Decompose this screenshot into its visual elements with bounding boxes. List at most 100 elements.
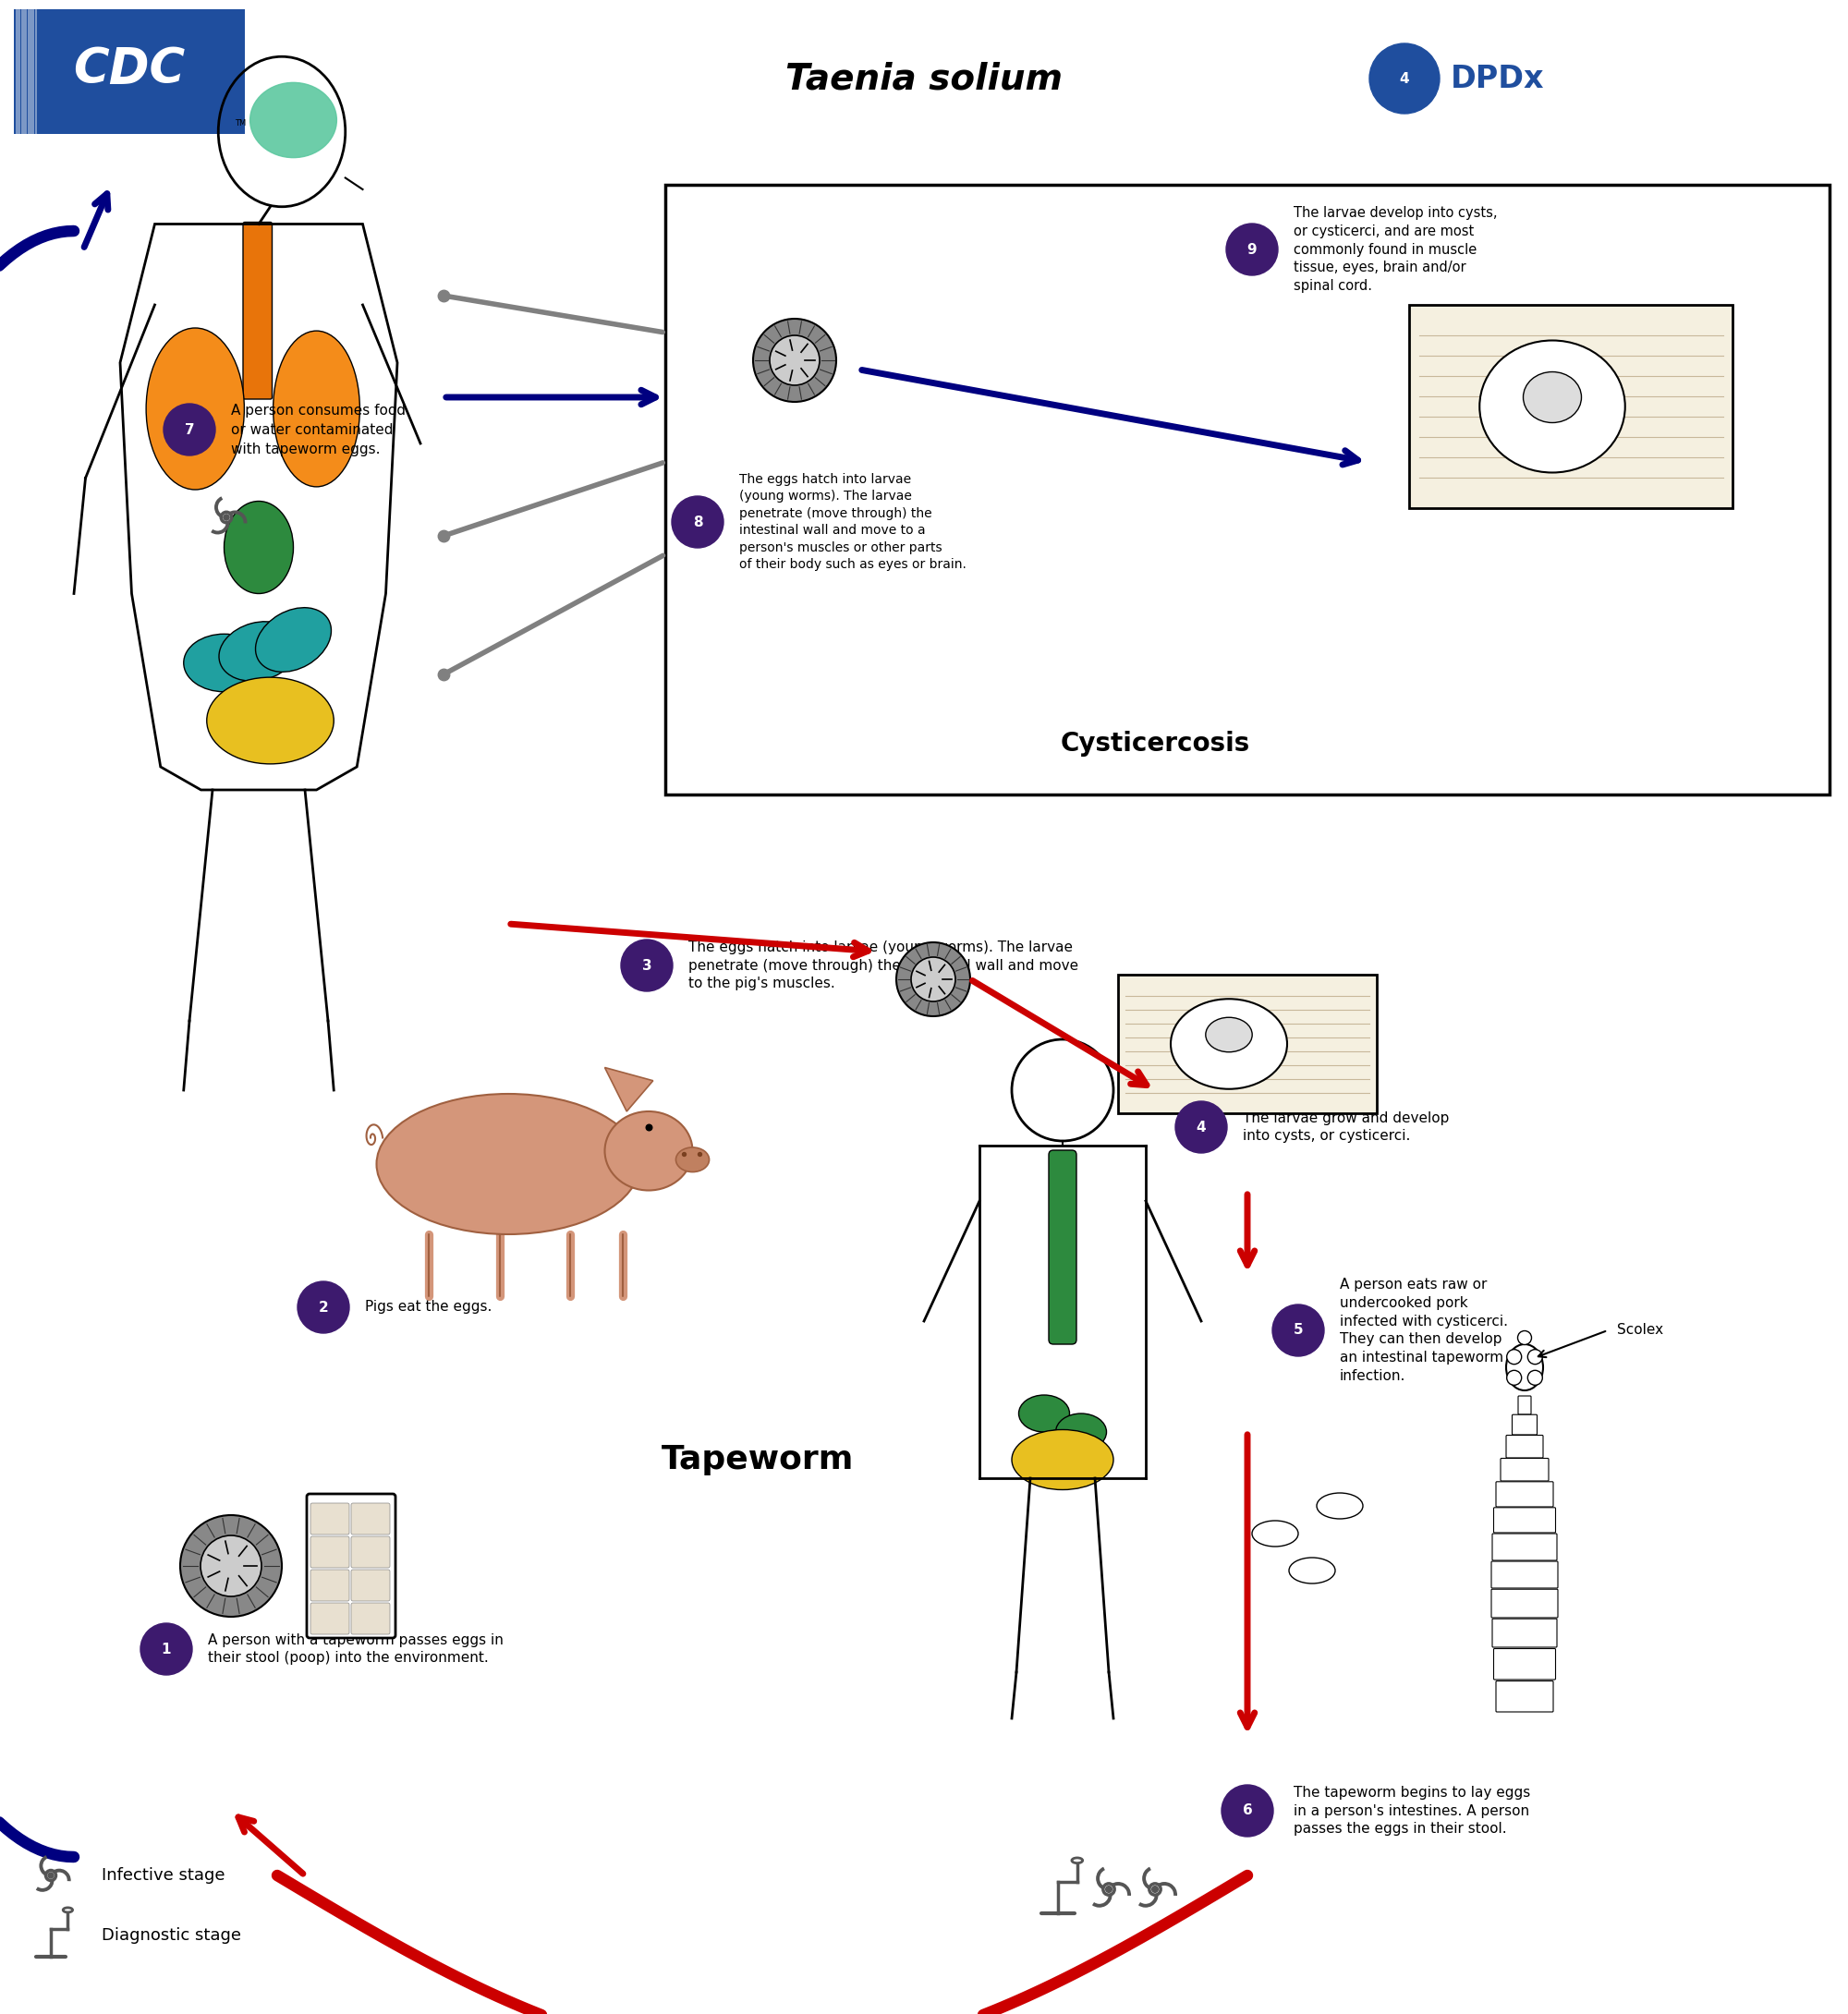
Circle shape xyxy=(754,318,835,403)
Ellipse shape xyxy=(604,1112,693,1190)
Ellipse shape xyxy=(1253,1521,1297,1547)
Circle shape xyxy=(222,512,231,524)
Ellipse shape xyxy=(1055,1414,1107,1450)
Circle shape xyxy=(1222,1784,1273,1837)
Circle shape xyxy=(1227,224,1279,276)
FancyBboxPatch shape xyxy=(310,1537,349,1567)
Ellipse shape xyxy=(377,1094,639,1235)
Text: A person consumes food
or water contaminated
with tapeworm eggs.: A person consumes food or water contamin… xyxy=(231,403,407,455)
FancyBboxPatch shape xyxy=(1519,1396,1530,1414)
Circle shape xyxy=(1271,1305,1323,1355)
Ellipse shape xyxy=(255,608,331,673)
Circle shape xyxy=(673,495,724,548)
Ellipse shape xyxy=(183,634,264,691)
Text: Diagnostic stage: Diagnostic stage xyxy=(102,1927,240,1944)
Circle shape xyxy=(911,957,955,1001)
FancyBboxPatch shape xyxy=(1495,1682,1552,1712)
Text: DPDx: DPDx xyxy=(1451,62,1545,95)
FancyBboxPatch shape xyxy=(310,1603,349,1633)
Text: 4: 4 xyxy=(1399,73,1410,85)
Circle shape xyxy=(1506,1370,1521,1386)
Ellipse shape xyxy=(1172,999,1286,1090)
Ellipse shape xyxy=(676,1148,710,1172)
Circle shape xyxy=(200,1535,262,1597)
FancyBboxPatch shape xyxy=(1501,1458,1549,1480)
Ellipse shape xyxy=(274,330,360,487)
Circle shape xyxy=(224,514,229,520)
Ellipse shape xyxy=(146,328,244,489)
Circle shape xyxy=(140,1623,192,1676)
Text: Tapeworm: Tapeworm xyxy=(662,1444,854,1476)
Circle shape xyxy=(181,1515,281,1617)
FancyBboxPatch shape xyxy=(351,1569,390,1601)
Circle shape xyxy=(1175,1102,1227,1152)
Text: 2: 2 xyxy=(318,1301,329,1315)
Ellipse shape xyxy=(207,677,334,763)
Ellipse shape xyxy=(1018,1396,1070,1432)
Text: 9: 9 xyxy=(1247,242,1257,256)
Ellipse shape xyxy=(249,83,336,157)
Circle shape xyxy=(896,943,970,1017)
Circle shape xyxy=(1151,1887,1159,1893)
Ellipse shape xyxy=(218,622,299,681)
Text: Cysticercosis: Cysticercosis xyxy=(1061,731,1249,757)
FancyBboxPatch shape xyxy=(1491,1533,1556,1561)
FancyBboxPatch shape xyxy=(1491,1561,1558,1589)
FancyBboxPatch shape xyxy=(15,10,244,135)
Text: 1: 1 xyxy=(161,1641,172,1656)
Bar xyxy=(1118,975,1377,1114)
Circle shape xyxy=(1528,1370,1543,1386)
FancyBboxPatch shape xyxy=(310,1502,349,1535)
Text: The larvae grow and develop
into cysts, or cysticerci.: The larvae grow and develop into cysts, … xyxy=(1242,1112,1449,1144)
FancyBboxPatch shape xyxy=(1491,1619,1556,1647)
Ellipse shape xyxy=(1480,340,1624,473)
Text: 7: 7 xyxy=(185,423,194,437)
Ellipse shape xyxy=(1523,373,1582,423)
FancyBboxPatch shape xyxy=(351,1537,390,1567)
Circle shape xyxy=(1103,1883,1114,1895)
Ellipse shape xyxy=(1072,1857,1083,1863)
FancyBboxPatch shape xyxy=(1493,1508,1556,1533)
FancyBboxPatch shape xyxy=(351,1502,390,1535)
Circle shape xyxy=(769,336,821,385)
Text: The eggs hatch into larvae (young worms). The larvae
penetrate (move through) th: The eggs hatch into larvae (young worms)… xyxy=(687,941,1079,991)
Ellipse shape xyxy=(1013,1430,1112,1490)
FancyBboxPatch shape xyxy=(1493,1649,1556,1680)
Ellipse shape xyxy=(1316,1492,1364,1519)
Circle shape xyxy=(621,941,673,991)
Text: The tapeworm begins to lay eggs
in a person's intestines. A person
passes the eg: The tapeworm begins to lay eggs in a per… xyxy=(1294,1786,1530,1837)
FancyBboxPatch shape xyxy=(1050,1150,1076,1343)
Text: The larvae develop into cysts,
or cysticerci, and are most
commonly found in mus: The larvae develop into cysts, or cystic… xyxy=(1294,205,1497,292)
Circle shape xyxy=(48,1873,54,1879)
FancyBboxPatch shape xyxy=(351,1603,390,1633)
Text: 8: 8 xyxy=(693,516,702,530)
Bar xyxy=(1410,304,1733,508)
Text: 5: 5 xyxy=(1294,1323,1303,1337)
FancyBboxPatch shape xyxy=(1495,1482,1552,1506)
Circle shape xyxy=(1528,1349,1543,1363)
Bar xyxy=(665,185,1830,794)
Text: A person eats raw or
undercooked pork
infected with cysticerci.
They can then de: A person eats raw or undercooked pork in… xyxy=(1340,1277,1508,1384)
FancyBboxPatch shape xyxy=(310,1569,349,1601)
Text: Scolex: Scolex xyxy=(1617,1323,1663,1337)
Ellipse shape xyxy=(1517,1331,1532,1345)
Circle shape xyxy=(1105,1887,1112,1893)
FancyBboxPatch shape xyxy=(1491,1589,1558,1617)
Circle shape xyxy=(1149,1883,1161,1895)
Text: TM: TM xyxy=(235,119,246,127)
Text: The eggs hatch into larvae
(young worms). The larvae
penetrate (move through) th: The eggs hatch into larvae (young worms)… xyxy=(739,473,967,570)
Circle shape xyxy=(163,403,214,455)
Text: 6: 6 xyxy=(1242,1805,1253,1819)
Text: A person with a tapeworm passes eggs in
their stool (poop) into the environment.: A person with a tapeworm passes eggs in … xyxy=(207,1633,503,1666)
Text: CDC: CDC xyxy=(74,44,185,93)
Text: 4: 4 xyxy=(1196,1120,1207,1134)
Ellipse shape xyxy=(224,501,294,594)
Text: Pigs eat the eggs.: Pigs eat the eggs. xyxy=(366,1301,492,1315)
Text: Taenia solium: Taenia solium xyxy=(785,60,1063,97)
Circle shape xyxy=(298,1281,349,1333)
Circle shape xyxy=(46,1871,55,1881)
FancyBboxPatch shape xyxy=(307,1494,395,1637)
FancyBboxPatch shape xyxy=(1506,1436,1543,1458)
Text: 3: 3 xyxy=(641,959,652,973)
Polygon shape xyxy=(604,1067,652,1112)
